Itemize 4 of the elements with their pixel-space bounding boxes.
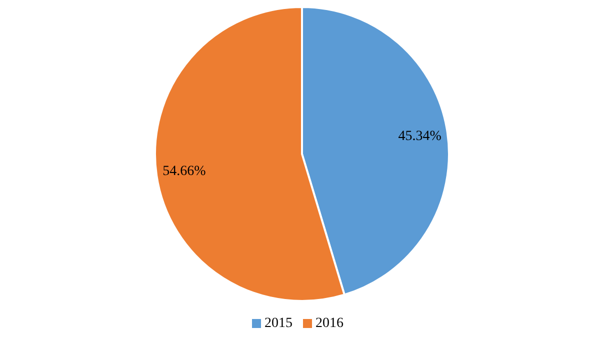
legend-label: 2016	[316, 316, 344, 331]
data-label: 54.66%	[162, 164, 206, 179]
data-label: 45.34%	[398, 129, 442, 144]
legend-label: 2015	[264, 316, 292, 331]
